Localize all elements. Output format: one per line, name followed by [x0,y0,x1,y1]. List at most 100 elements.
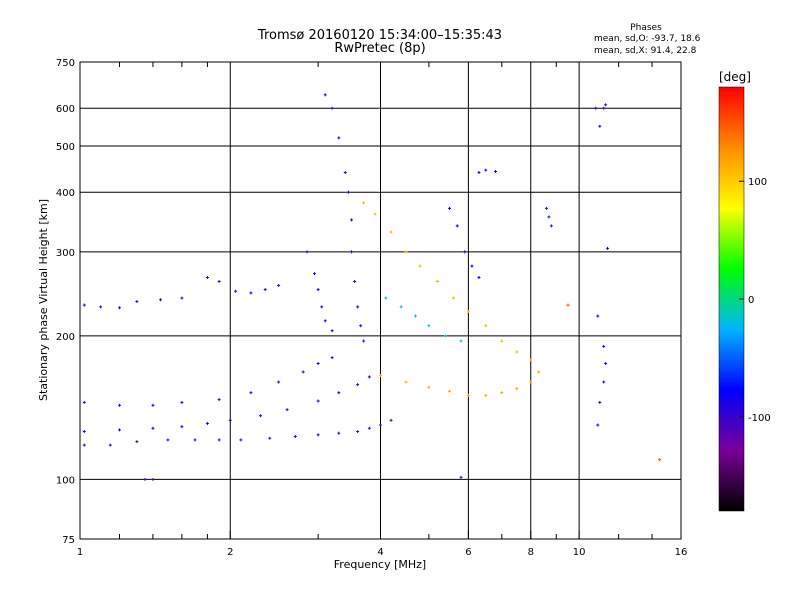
data-point [494,170,498,174]
data-point [404,380,408,384]
data-point [343,170,347,174]
data-point [547,215,551,219]
data-point [337,136,341,140]
data-point [82,430,86,434]
data-point [606,246,610,250]
data-point [594,106,598,110]
data-point [515,387,519,391]
data-point [444,334,448,338]
data-point [151,426,155,430]
data-point [477,276,481,280]
x-axis-ticks: 1 2 4 6 8 10 16 [77,62,687,558]
data-point [448,389,452,393]
data-point [466,309,470,313]
data-point [135,440,139,444]
y-tick-label: 500 [56,142,75,153]
data-point [217,398,221,402]
data-point [451,296,455,300]
data-point [484,393,488,397]
data-point [350,250,354,254]
data-point [470,264,474,268]
data-point [367,375,371,379]
data-point [180,400,184,404]
data-point [234,289,238,293]
data-point [477,170,481,174]
data-point [259,414,263,418]
data-point [277,283,281,287]
data-point [399,305,403,309]
data-point [459,475,463,479]
data-point [217,438,221,442]
data-point [118,306,122,310]
x-tick-label: 6 [465,547,471,558]
data-point [500,339,504,343]
stats-line-x: mean, sd,X: 91.4, 22.8 [594,46,697,56]
data-point [598,124,602,128]
data-point [418,264,422,268]
data-point [277,380,281,384]
data-point [379,374,382,378]
data-point [602,344,606,348]
data-point [337,431,341,435]
data-point [108,443,112,447]
data-point [356,430,360,434]
data-point [463,250,467,254]
data-point [151,477,155,481]
y-axis-ticks: 75 100 200 300 400 500 600 750 [56,58,75,546]
y-axis-label: Stationary phase Virtual Height [km] [37,199,50,401]
data-point [330,356,334,360]
data-point [346,190,350,194]
data-point [159,298,163,302]
data-point [356,383,360,387]
data-point [249,391,253,395]
data-point [82,443,86,447]
data-points [82,93,662,481]
data-point [598,400,602,404]
x-tick-label: 2 [227,547,233,558]
chart-subtitle: RwPretec (8p) [334,41,425,56]
data-point [362,339,366,343]
data-point [323,319,327,323]
data-point [166,438,170,442]
data-point [312,272,316,276]
data-point [228,418,232,422]
colorbar-tick-label: 0 [748,295,754,306]
data-point [316,433,320,437]
data-point [484,168,488,172]
data-point [500,391,504,395]
data-point [549,224,553,228]
data-point [448,206,452,210]
x-axis-label: Frequency [MHz] [334,558,426,571]
stats-heading: Phases [630,23,662,33]
data-point [193,438,197,442]
data-point [330,329,334,333]
data-point [602,106,606,110]
data-point [301,370,305,374]
y-tick-label: 200 [56,332,75,343]
x-tick-label: 1 [77,547,83,558]
data-point [268,436,272,440]
data-point [602,380,606,384]
data-point [180,296,184,300]
data-point [566,303,570,307]
data-point [604,103,608,107]
data-point [515,350,519,354]
y-tick-label: 75 [62,535,75,546]
data-point [330,106,334,110]
data-point [118,428,122,432]
data-point [379,423,382,427]
data-point [529,358,533,362]
data-point [384,296,388,300]
data-point [305,250,309,254]
data-point [316,288,320,292]
y-tick-label: 300 [56,248,75,259]
data-point [484,324,488,328]
data-point [285,408,289,412]
data-point [389,418,393,422]
stats-line-o: mean, sd,O: -93.7, 18.6 [594,34,701,44]
data-point [404,250,408,254]
data-point [367,426,371,430]
data-point [323,93,327,97]
data-point [217,279,221,283]
